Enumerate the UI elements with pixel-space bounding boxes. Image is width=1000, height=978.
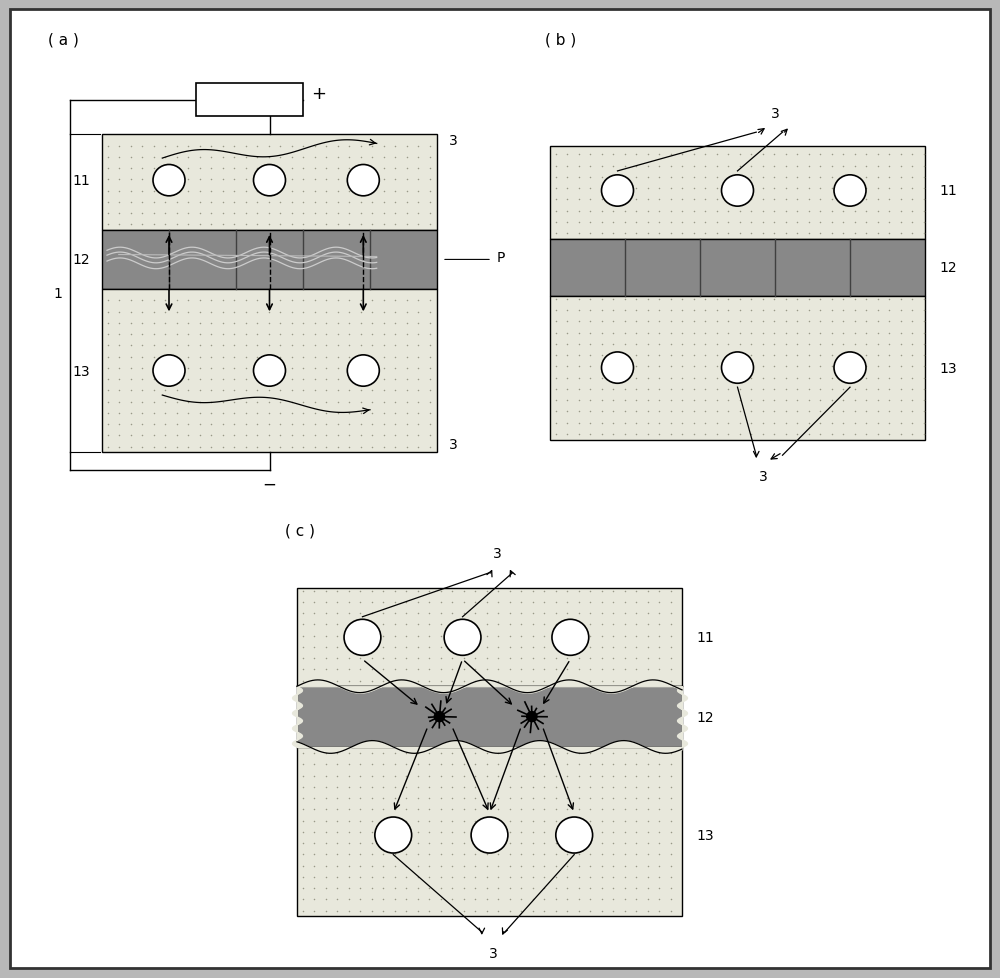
Circle shape	[834, 176, 866, 207]
Circle shape	[347, 356, 379, 387]
Circle shape	[526, 711, 538, 723]
Bar	[550, 296, 925, 440]
Text: ( c ): ( c )	[285, 523, 315, 538]
Circle shape	[254, 165, 286, 197]
Bar	[297, 589, 682, 687]
Circle shape	[602, 353, 634, 384]
Text: 11: 11	[939, 184, 957, 199]
Text: P: P	[497, 251, 505, 265]
Text: 12: 12	[72, 253, 90, 267]
Text: 13: 13	[939, 361, 957, 376]
Circle shape	[834, 353, 866, 384]
Text: 3: 3	[489, 946, 498, 959]
Text: 12: 12	[939, 261, 957, 275]
Text: 3: 3	[771, 107, 779, 120]
Circle shape	[556, 818, 593, 853]
Circle shape	[722, 176, 754, 207]
Text: ( b ): ( b )	[545, 32, 576, 47]
Text: 3: 3	[449, 134, 458, 148]
Bar	[550, 147, 925, 240]
Bar	[102, 135, 437, 231]
Bar	[297, 747, 682, 916]
Bar	[297, 687, 682, 747]
Circle shape	[434, 711, 445, 723]
Circle shape	[552, 620, 589, 655]
Text: 11: 11	[696, 631, 714, 645]
Circle shape	[347, 165, 379, 197]
Text: 12: 12	[696, 710, 714, 724]
Text: 3: 3	[493, 547, 502, 560]
Text: 3: 3	[449, 438, 458, 452]
Circle shape	[375, 818, 412, 853]
Text: 11: 11	[72, 174, 90, 188]
Circle shape	[444, 620, 481, 655]
Bar	[102, 289, 437, 453]
Circle shape	[153, 165, 185, 197]
Circle shape	[153, 356, 185, 387]
Circle shape	[722, 353, 754, 384]
Circle shape	[471, 818, 508, 853]
Circle shape	[254, 356, 286, 387]
Circle shape	[344, 620, 381, 655]
Text: 13: 13	[72, 364, 90, 378]
Bar	[550, 240, 925, 296]
Text: ( a ): ( a )	[48, 32, 79, 47]
Bar	[196, 84, 303, 117]
Text: 1: 1	[53, 287, 62, 301]
Text: +: +	[311, 85, 326, 103]
Text: 13: 13	[696, 828, 714, 842]
Text: 3: 3	[759, 469, 768, 483]
Circle shape	[602, 176, 634, 207]
Text: −: −	[263, 475, 276, 493]
Bar	[102, 231, 437, 289]
